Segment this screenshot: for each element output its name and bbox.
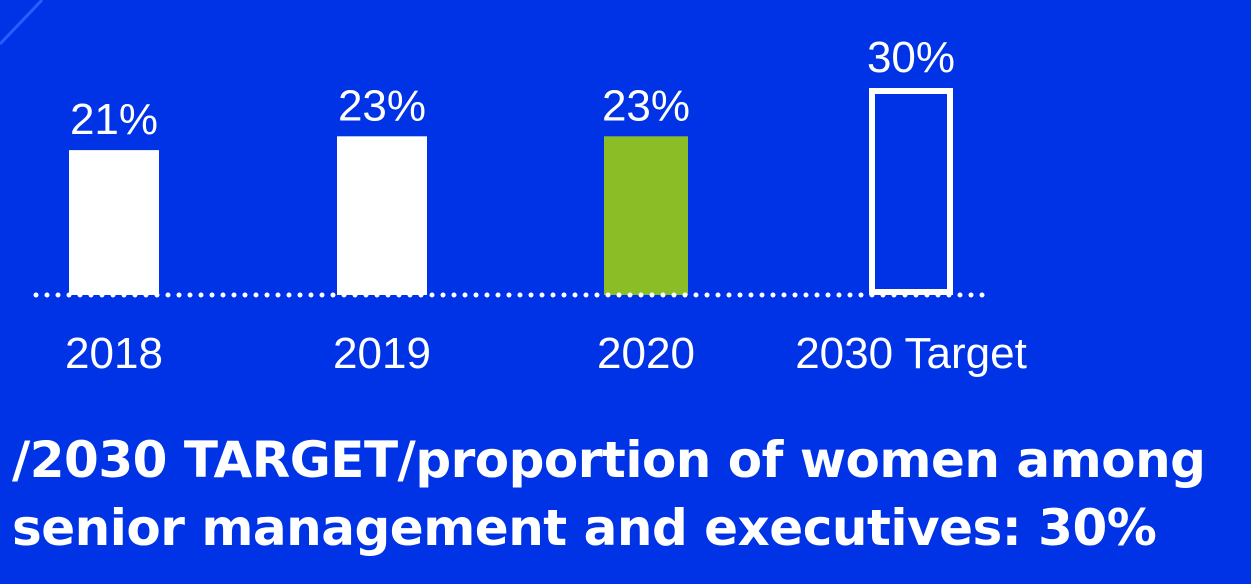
caption-line-2: senior management and executives: 30% [12, 499, 1157, 557]
corner-decoration [0, 0, 44, 46]
bar-2018 [69, 150, 159, 295]
bar-2020 [604, 136, 688, 295]
bar-2030-target [869, 88, 953, 295]
value-label: 30% [867, 33, 955, 82]
caption-line-1: /2030 TARGET/proportion of women among [12, 431, 1206, 489]
bar-2019 [337, 136, 427, 295]
chart-caption: /2030 TARGET/proportion of women among s… [12, 426, 1248, 562]
value-label: 23% [602, 81, 690, 130]
value-label: 21% [70, 95, 158, 144]
category-label: 2019 [333, 329, 431, 378]
category-label: 2020 [597, 329, 695, 378]
category-label: 2018 [65, 329, 163, 378]
value-label: 23% [338, 81, 426, 130]
category-label: 2030 Target [795, 329, 1027, 378]
